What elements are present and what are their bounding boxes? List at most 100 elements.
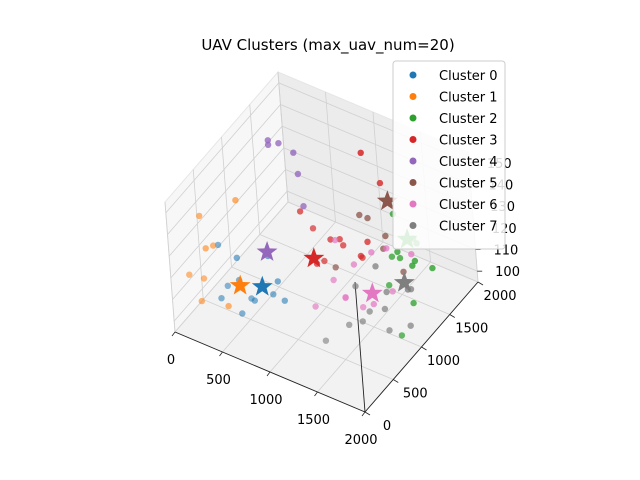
x-tick-label: 1500 — [297, 413, 330, 428]
cluster-4-point — [290, 149, 297, 156]
z-axis-line — [354, 281, 366, 413]
cluster-3-point — [376, 179, 384, 187]
cluster-3-point — [357, 149, 364, 156]
cluster-4-point — [275, 140, 282, 147]
legend-marker-cluster-6 — [409, 200, 417, 208]
legend-box — [392, 60, 506, 250]
cluster-0-point — [248, 295, 255, 302]
cluster-6-point — [330, 276, 337, 284]
cluster-2-point — [409, 262, 416, 269]
cluster-1-point — [200, 275, 208, 282]
legend-marker-cluster-4 — [409, 157, 417, 165]
cluster-0-point — [274, 278, 281, 285]
cluster-5-point — [382, 232, 389, 240]
cluster-0-point — [233, 254, 240, 261]
cluster-0-point — [224, 282, 231, 289]
cluster-7-point — [383, 288, 390, 296]
cluster-7-point — [359, 318, 366, 325]
legend-label-cluster-4: Cluster 4 — [439, 155, 498, 170]
x-tick-label: 2000 — [344, 433, 377, 448]
cluster-1-point — [225, 302, 232, 310]
cluster-0-point — [281, 297, 288, 304]
cluster-6-centroid-star — [361, 282, 383, 303]
cluster-7-point — [372, 263, 379, 270]
legend-marker-cluster-7 — [409, 222, 417, 229]
cluster-2-point — [386, 282, 393, 289]
legend-label-cluster-1: Cluster 1 — [439, 91, 498, 106]
cluster-1-point — [210, 242, 217, 249]
cluster-2-point — [410, 299, 417, 307]
cluster-6-point — [368, 249, 375, 256]
y-tick-mark — [421, 346, 427, 351]
x-tick-mark — [314, 391, 318, 397]
z-tick-label: 100 — [495, 265, 520, 280]
cluster-4-point — [294, 170, 302, 178]
cluster-4-point — [300, 203, 307, 210]
y-tick-label: 1000 — [427, 354, 460, 369]
cluster-7-point — [322, 337, 330, 344]
cluster-7-point — [381, 305, 389, 313]
legend-marker-cluster-3 — [409, 136, 417, 143]
legend-label-cluster-3: Cluster 3 — [439, 134, 498, 149]
cluster-0-point — [218, 295, 225, 302]
cluster-0-point — [239, 310, 246, 317]
cluster-5-centroid-star — [376, 190, 398, 211]
legend-label-cluster-6: Cluster 6 — [439, 198, 498, 213]
x-tick-mark — [171, 331, 176, 337]
y-tick-mark — [393, 379, 399, 383]
cluster-5-point — [400, 268, 407, 275]
legend-label-cluster-0: Cluster 0 — [439, 69, 498, 84]
cluster-1-point — [202, 245, 209, 252]
cluster-1-point — [232, 197, 239, 204]
y-tick-mark — [477, 281, 484, 286]
x-tick-mark — [219, 351, 223, 357]
cluster-7-point — [407, 322, 414, 329]
cluster-7-point — [352, 283, 359, 290]
cluster-6-point — [342, 294, 349, 301]
cluster-1-centroid-star — [229, 274, 251, 295]
cluster-3-centroid-star — [303, 247, 325, 268]
x-tick-label: 500 — [206, 373, 231, 388]
cluster-3-point — [296, 208, 304, 215]
cluster-3-point — [321, 257, 328, 265]
legend-marker-cluster-1 — [409, 93, 417, 100]
legend-label-cluster-7: Cluster 7 — [439, 220, 498, 235]
cluster-2-point — [429, 264, 436, 272]
legend: Cluster 0 Cluster 1 Cluster 2 Cluster 3 Clus… — [392, 60, 506, 250]
cluster-7-point — [346, 321, 353, 328]
cluster-3-point — [309, 225, 317, 232]
cluster-0-centroid-star — [251, 275, 273, 296]
cluster-2-point — [396, 254, 404, 262]
cluster-3-point — [340, 242, 347, 249]
data-points — [186, 137, 436, 344]
cluster-5-point — [364, 214, 371, 222]
cluster-2-point — [411, 257, 419, 265]
cluster-1-point — [198, 297, 205, 305]
legend-marker-cluster-2 — [409, 114, 417, 122]
y-tick-label: 500 — [403, 387, 428, 402]
cluster-3-point — [357, 252, 365, 260]
x-tick-label: 0 — [167, 353, 175, 368]
cluster-6-point — [383, 245, 390, 252]
cluster-6-point — [389, 288, 396, 295]
cluster-0-point — [270, 291, 277, 298]
y-tick-mark — [364, 411, 371, 416]
legend-marker-cluster-0 — [409, 71, 417, 79]
cluster-4-centroid-star — [256, 241, 278, 261]
cluster-6-point — [331, 236, 339, 244]
y-tick-label: 2000 — [483, 289, 516, 304]
legend-marker-cluster-5 — [409, 179, 417, 186]
y-tick-label: 1500 — [455, 322, 488, 337]
y-grid-line — [277, 71, 479, 283]
cluster-7-point — [366, 308, 373, 315]
cluster-2-point — [388, 253, 396, 260]
cluster-6-point — [370, 300, 377, 308]
chart-title: UAV Clusters (max_uav_num=20) — [201, 36, 454, 55]
cluster-1-point — [186, 271, 193, 278]
x-tick-mark — [266, 371, 271, 377]
cluster-5-point — [356, 211, 363, 219]
cluster-3-point — [364, 238, 371, 245]
cluster-5-point — [332, 264, 339, 271]
cluster-4-point — [264, 137, 271, 144]
